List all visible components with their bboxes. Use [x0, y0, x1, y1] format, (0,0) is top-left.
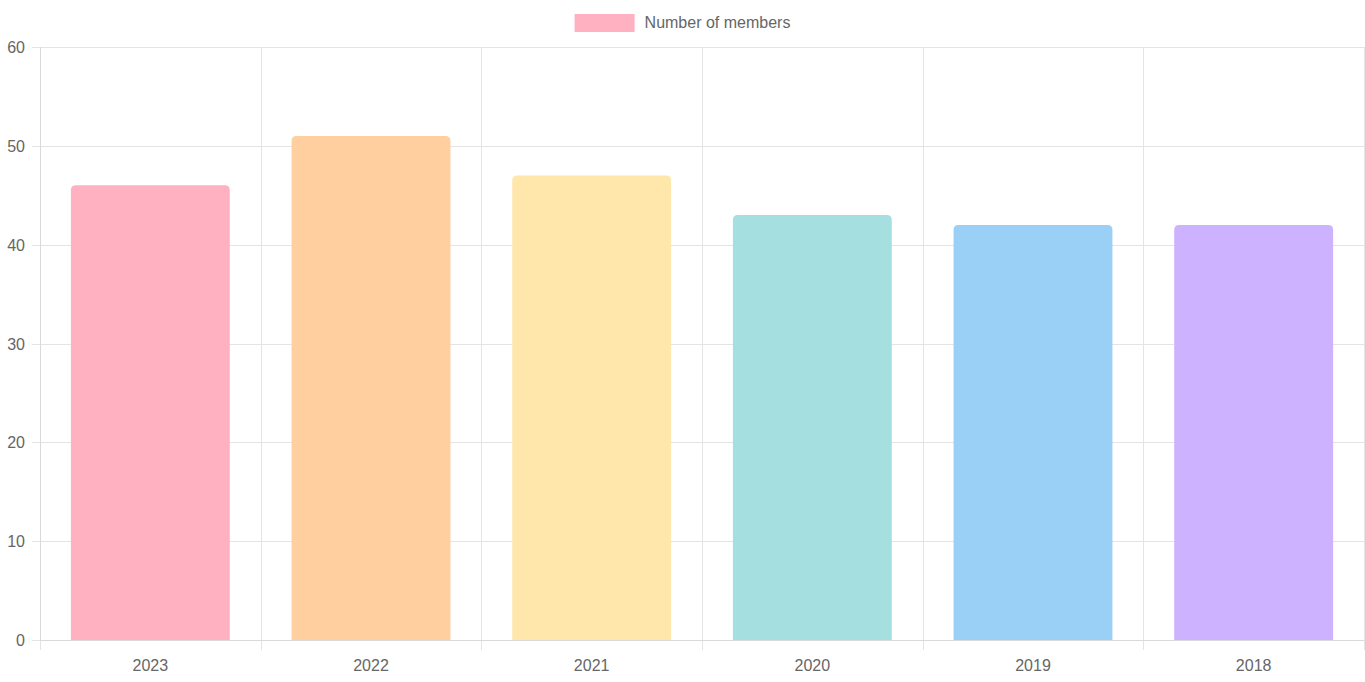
- x-grid-line: [923, 47, 924, 640]
- y-tick: [32, 47, 40, 48]
- x-tick-label: 2022: [353, 657, 389, 674]
- x-grid-line: [1364, 47, 1365, 640]
- y-tick: [32, 541, 40, 542]
- x-grid-line: [40, 47, 41, 640]
- bars: [71, 136, 1333, 640]
- x-tick-label: 2021: [574, 657, 610, 674]
- x-tick: [702, 640, 703, 650]
- x-tick: [923, 640, 924, 650]
- bar: [292, 136, 451, 640]
- y-tick-label: 50: [7, 138, 25, 155]
- x-tick: [1364, 640, 1365, 650]
- bar: [1174, 225, 1333, 640]
- x-grid-line: [702, 47, 703, 640]
- bar: [733, 215, 892, 640]
- x-tick: [1143, 640, 1144, 650]
- y-tick-label: 30: [7, 336, 25, 353]
- y-tick: [32, 245, 40, 246]
- x-tick: [481, 640, 482, 650]
- y-tick-label: 10: [7, 533, 25, 550]
- y-axis-line: [40, 47, 41, 640]
- x-tick-label: 2019: [1015, 657, 1051, 674]
- x-tick: [40, 640, 41, 650]
- legend-label: Number of members: [645, 14, 791, 31]
- y-tick-label: 40: [7, 237, 25, 254]
- chart: 0 10 20 30 40 50 60 2023 2022 2021 2020 2019 2018 Num…: [0, 0, 1365, 682]
- x-axis-line: [40, 640, 1364, 641]
- y-tick-label: 60: [7, 39, 25, 56]
- y-tick: [32, 146, 40, 147]
- x-tick-label: 2020: [795, 657, 831, 674]
- y-tick: [32, 344, 40, 345]
- legend: Number of members: [575, 14, 791, 32]
- x-tick-label: 2023: [133, 657, 169, 674]
- y-tick: [32, 640, 40, 641]
- x-tick-label: 2018: [1236, 657, 1272, 674]
- y-tick: [32, 442, 40, 443]
- x-tick: [261, 640, 262, 650]
- y-grid-line: [40, 640, 1364, 641]
- bar: [512, 175, 671, 640]
- x-grid-line: [261, 47, 262, 640]
- bar: [71, 185, 230, 640]
- legend-swatch: [575, 14, 635, 32]
- y-tick-label: 20: [7, 434, 25, 451]
- y-tick-label: 0: [16, 632, 25, 649]
- x-grid-line: [481, 47, 482, 640]
- grid: [32, 47, 1365, 650]
- bar: [954, 225, 1113, 640]
- x-grid-line: [1143, 47, 1144, 640]
